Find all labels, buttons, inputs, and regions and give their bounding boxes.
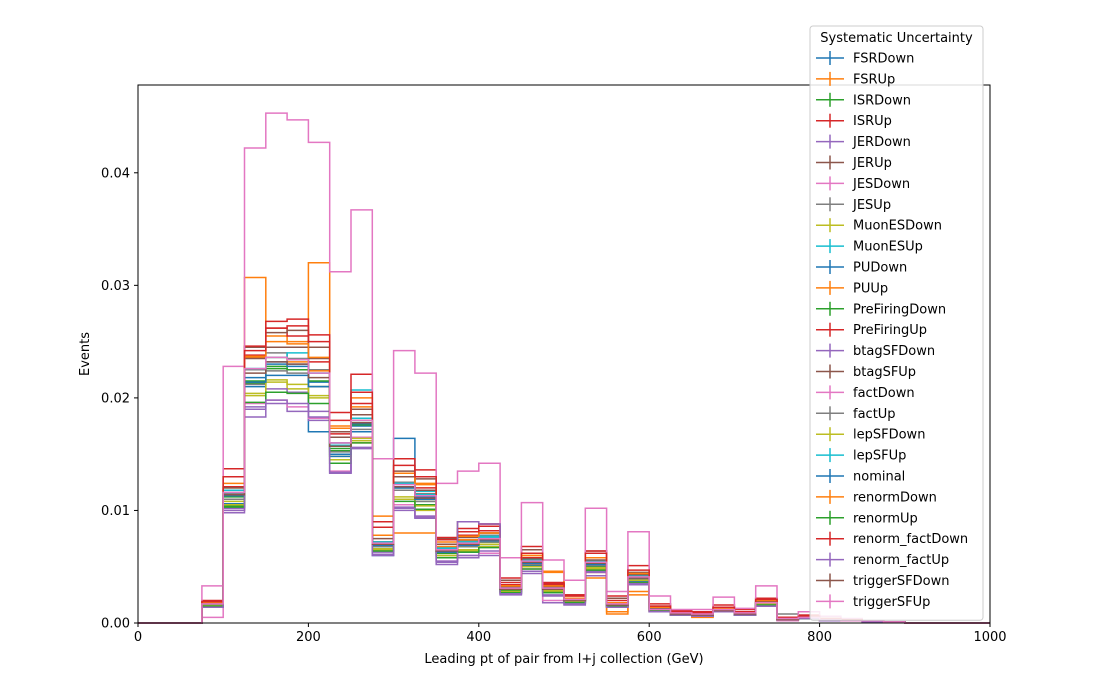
x-tick-label: 600 — [637, 630, 662, 645]
legend-label: renormDown — [853, 490, 937, 505]
legend-label: factUp — [853, 407, 896, 422]
legend-label: renorm_factDown — [853, 532, 968, 547]
legend-item-ISRDown: ISRDown — [816, 92, 911, 108]
y-tick-label: 0.01 — [101, 504, 130, 519]
legend-item-btagSFUp: btagSFUp — [816, 364, 916, 380]
legend-label: PreFiringUp — [853, 323, 927, 338]
x-tick-label: 200 — [296, 630, 321, 645]
legend: Systematic Uncertainty FSRDown FSRUp ISRDo… — [809, 25, 984, 621]
x-tick-label: 400 — [466, 630, 491, 645]
legend-label: MuonESUp — [853, 240, 923, 255]
legend-label: ISRUp — [853, 114, 892, 129]
legend-item-JERDown: JERDown — [816, 134, 911, 150]
legend-label: btagSFUp — [853, 365, 916, 380]
legend-item-renormUp: renormUp — [816, 510, 918, 526]
legend-item-FSRUp: FSRUp — [816, 71, 895, 87]
legend-item-triggerSFUp: triggerSFUp — [816, 594, 930, 610]
x-tick-label: 1000 — [973, 630, 1006, 645]
legend-item-btagSFDown: btagSFDown — [816, 343, 935, 359]
legend-label: triggerSFUp — [853, 595, 930, 610]
legend-label: JERUp — [852, 156, 892, 171]
legend-label: PUUp — [853, 281, 888, 296]
y-tick-label: 0.00 — [101, 617, 130, 632]
legend-label: JESUp — [852, 198, 891, 213]
y-axis-ticks: 0.00 0.01 0.02 0.03 0.04 — [101, 166, 138, 632]
legend-item-MuonESDown: MuonESDown — [816, 218, 942, 234]
legend-item-PUUp: PUUp — [816, 280, 888, 296]
legend-label: triggerSFDown — [853, 574, 949, 589]
legend-item-JESDown: JESDown — [816, 176, 910, 192]
legend-box — [809, 25, 984, 621]
axes-frame — [137, 84, 991, 624]
legend-label: lepSFDown — [853, 428, 925, 443]
legend-label: JERDown — [852, 135, 911, 150]
legend-item-nominal: nominal — [816, 469, 905, 485]
legend-item-renormDown: renormDown — [816, 489, 937, 505]
legend-item-JESUp: JESUp — [816, 197, 891, 213]
legend-item-JERUp: JERUp — [816, 155, 892, 171]
x-tick-label: 0 — [134, 630, 142, 645]
legend-item-lepSFUp: lepSFUp — [816, 448, 906, 464]
legend-item-factUp: factUp — [816, 406, 896, 422]
legend-item-PUDown: PUDown — [816, 260, 907, 276]
legend-item-factDown: factDown — [816, 385, 915, 401]
x-axis-ticks: 0 200 400 600 800 1000 — [134, 623, 1007, 645]
legend-label: JESDown — [852, 177, 910, 192]
legend-label: PreFiringDown — [853, 302, 946, 317]
legend-items: FSRDown FSRUp ISRDown ISRUp JERDown JERUp JESD… — [816, 51, 968, 610]
legend-item-renorm_factUp: renorm_factUp — [816, 552, 949, 568]
legend-item-lepSFDown: lepSFDown — [816, 427, 925, 443]
y-tick-label: 0.03 — [101, 279, 130, 294]
legend-label: renorm_factUp — [853, 553, 949, 568]
y-tick-label: 0.04 — [101, 166, 130, 181]
legend-label: ISRDown — [853, 93, 911, 108]
legend-item-PreFiringDown: PreFiringDown — [816, 301, 946, 317]
legend-label: lepSFUp — [853, 449, 906, 464]
legend-item-MuonESUp: MuonESUp — [816, 239, 923, 255]
legend-item-FSRDown: FSRDown — [816, 51, 914, 67]
legend-label: FSRDown — [853, 52, 914, 67]
x-axis-label: Leading pt of pair from l+j collection (… — [424, 652, 703, 667]
legend-item-PreFiringUp: PreFiringUp — [816, 322, 927, 338]
legend-label: PUDown — [853, 261, 907, 276]
y-axis-label: Events — [78, 332, 93, 376]
legend-label: btagSFDown — [853, 344, 935, 359]
legend-item-ISRUp: ISRUp — [816, 113, 892, 129]
legend-label: MuonESDown — [853, 219, 942, 234]
legend-label: nominal — [853, 470, 905, 485]
legend-label: factDown — [853, 386, 915, 401]
x-tick-label: 800 — [807, 630, 832, 645]
y-tick-label: 0.02 — [101, 391, 130, 406]
legend-label: FSRUp — [853, 72, 895, 87]
legend-title: Systematic Uncertainty — [820, 31, 973, 46]
legend-item-renorm_factDown: renorm_factDown — [816, 531, 968, 547]
legend-label: renormUp — [853, 511, 918, 526]
legend-item-triggerSFDown: triggerSFDown — [816, 573, 949, 589]
